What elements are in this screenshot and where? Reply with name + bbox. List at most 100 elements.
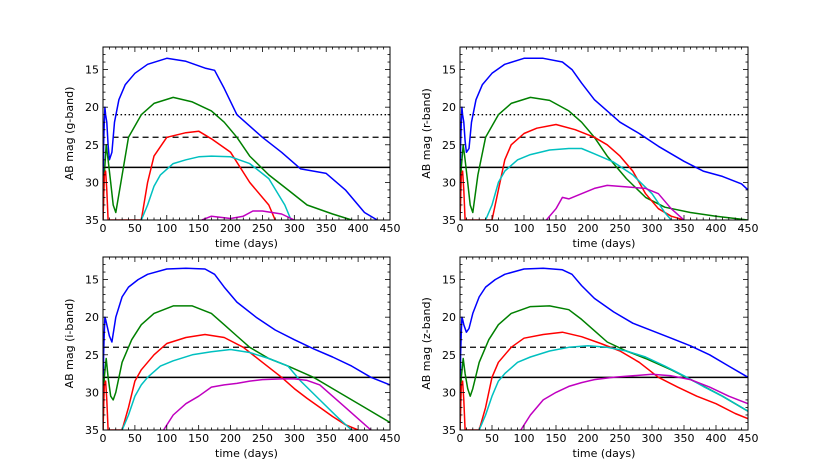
- y-tick-label: 35: [85, 424, 99, 437]
- series-line-cyan: [140, 155, 292, 220]
- x-tick-label: 400: [706, 222, 727, 235]
- y-tick-label: 25: [85, 349, 99, 362]
- series-line-green: [460, 96, 748, 220]
- x-tick-label: 450: [738, 222, 759, 235]
- series-line-magenta: [162, 378, 372, 430]
- series-line-magenta: [201, 210, 295, 220]
- series-line-green: [460, 305, 748, 430]
- x-tick-label: 250: [610, 432, 631, 445]
- x-tick-label: 300: [642, 432, 663, 445]
- x-tick-label: 350: [674, 222, 695, 235]
- plot-area: [460, 57, 748, 220]
- y-tick-label: 20: [442, 311, 456, 324]
- series-line-green: [103, 305, 390, 430]
- series-line-blue: [103, 267, 390, 430]
- y-tick-label: 15: [442, 274, 456, 287]
- y-tick-label: 25: [442, 139, 456, 152]
- x-tick-label: 350: [316, 222, 337, 235]
- x-tick-label: 50: [128, 432, 142, 445]
- y-tick-label: 15: [85, 274, 99, 287]
- x-tick-label: 150: [188, 432, 209, 445]
- y-tick-label: 20: [85, 311, 99, 324]
- axes-frame: [102, 46, 391, 221]
- x-axis-label: time (days): [573, 237, 636, 250]
- x-tick-label: 300: [642, 222, 663, 235]
- panel-3: 0 50 100 150 200 250 300 350 400 450 15 20 25 30 35 tim…: [63, 256, 401, 460]
- x-tick-label: 0: [457, 222, 464, 235]
- x-tick-label: 50: [128, 222, 142, 235]
- x-tick-label: 150: [188, 222, 209, 235]
- panel-2: 0 50 100 150 200 250 300 350 400 450 15 20 25 30 35 tim…: [420, 46, 759, 250]
- x-tick-label: 200: [578, 222, 599, 235]
- series-line-cyan: [478, 345, 748, 430]
- x-tick-label: 350: [316, 432, 337, 445]
- series-line-cyan: [484, 147, 672, 220]
- y-axis-label: AB mag (g-band): [63, 87, 76, 181]
- x-tick-label: 400: [348, 432, 369, 445]
- x-tick-label: 450: [738, 432, 759, 445]
- x-axis-label: time (days): [215, 447, 278, 460]
- y-tick-label: 20: [85, 101, 99, 114]
- y-tick-label: 30: [442, 176, 456, 189]
- x-tick-label: 100: [156, 432, 177, 445]
- series-line-cyan: [121, 348, 353, 430]
- x-tick-label: 300: [284, 222, 305, 235]
- series-line-magenta: [520, 373, 748, 430]
- y-tick-label: 20: [442, 101, 456, 114]
- y-tick-label: 35: [442, 424, 456, 437]
- x-tick-label: 100: [514, 222, 535, 235]
- y-axis-label: AB mag (z-band): [420, 297, 433, 390]
- x-tick-label: 50: [485, 432, 499, 445]
- series-line-blue: [460, 57, 748, 220]
- x-tick-label: 200: [220, 222, 241, 235]
- y-tick-label: 25: [85, 139, 99, 152]
- axes-frame: [459, 256, 749, 431]
- y-tick-label: 15: [85, 64, 99, 77]
- x-tick-label: 250: [252, 222, 273, 235]
- plot-area: [103, 267, 390, 430]
- x-tick-label: 350: [674, 432, 695, 445]
- x-tick-label: 200: [578, 432, 599, 445]
- x-tick-label: 250: [610, 222, 631, 235]
- series-line-blue: [460, 267, 748, 430]
- series-line-red: [460, 123, 685, 220]
- y-tick-label: 30: [85, 176, 99, 189]
- x-tick-label: 50: [485, 222, 499, 235]
- panel-4: 0 50 100 150 200 250 300 350 400 450 15 20 25 30 35 tim…: [420, 256, 759, 460]
- plot-area: [103, 57, 390, 220]
- x-axis-label: time (days): [573, 447, 636, 460]
- y-tick-label: 15: [442, 64, 456, 77]
- axes-frame: [459, 46, 749, 221]
- series-line-red: [103, 333, 359, 430]
- series-line-red: [103, 130, 276, 220]
- series-line-green: [103, 96, 352, 220]
- x-tick-label: 150: [546, 222, 567, 235]
- y-axis-label: AB mag (i-band): [63, 299, 76, 389]
- x-tick-label: 400: [348, 222, 369, 235]
- y-tick-label: 35: [442, 214, 456, 227]
- x-tick-label: 450: [380, 222, 401, 235]
- x-axis-label: time (days): [215, 237, 278, 250]
- x-tick-label: 0: [100, 222, 107, 235]
- axes-frame: [102, 256, 391, 431]
- y-tick-label: 30: [85, 386, 99, 399]
- y-tick-label: 25: [442, 349, 456, 362]
- series-line-magenta: [545, 184, 685, 220]
- x-tick-label: 0: [100, 432, 107, 445]
- panel-1: 0 50 100 150 200 250 300 350 400 450 15 20 25 30 35 tim…: [63, 46, 401, 250]
- x-tick-label: 450: [380, 432, 401, 445]
- x-tick-label: 0: [457, 432, 464, 445]
- x-tick-label: 250: [252, 432, 273, 445]
- x-tick-label: 400: [706, 432, 727, 445]
- y-axis-label: AB mag (r-band): [420, 88, 433, 179]
- x-tick-label: 100: [156, 222, 177, 235]
- series-line-red: [460, 331, 748, 430]
- x-tick-label: 100: [514, 432, 535, 445]
- y-tick-label: 30: [442, 386, 456, 399]
- x-tick-label: 200: [220, 432, 241, 445]
- plot-area: [460, 267, 748, 430]
- x-tick-label: 150: [546, 432, 567, 445]
- series-line-blue: [103, 57, 378, 220]
- x-tick-label: 300: [284, 432, 305, 445]
